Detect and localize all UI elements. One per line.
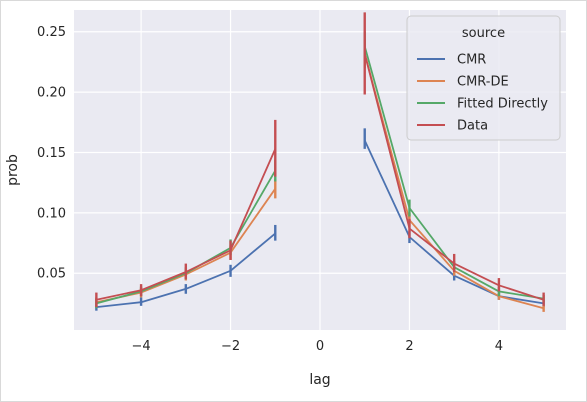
legend-entry: Data (457, 119, 488, 134)
y-tick-labels: 0.05 0.10 0.15 0.20 0.25 (37, 25, 66, 282)
y-tick-label: 0.05 (37, 267, 66, 282)
x-tick-labels: −4 −2 0 2 4 (132, 339, 504, 354)
legend-title: source (462, 26, 505, 41)
legend: source CMR CMR-DE Fitted Directly Data (407, 16, 560, 140)
x-tick-label: 4 (495, 339, 503, 354)
y-tick-label: 0.15 (37, 146, 66, 161)
legend-entry: CMR-DE (457, 75, 509, 90)
legend-entry: CMR (457, 53, 486, 68)
x-tick-label: 0 (316, 339, 324, 354)
y-tick-label: 0.20 (37, 86, 66, 101)
y-tick-label: 0.25 (37, 25, 66, 40)
legend-entry: Fitted Directly (457, 97, 548, 112)
y-axis-label: prob (5, 154, 21, 186)
x-tick-label: 2 (405, 339, 413, 354)
x-tick-label: −2 (221, 339, 240, 354)
x-axis-label: lag (309, 372, 330, 388)
y-tick-label: 0.10 (37, 206, 66, 221)
x-tick-label: −4 (132, 339, 151, 354)
